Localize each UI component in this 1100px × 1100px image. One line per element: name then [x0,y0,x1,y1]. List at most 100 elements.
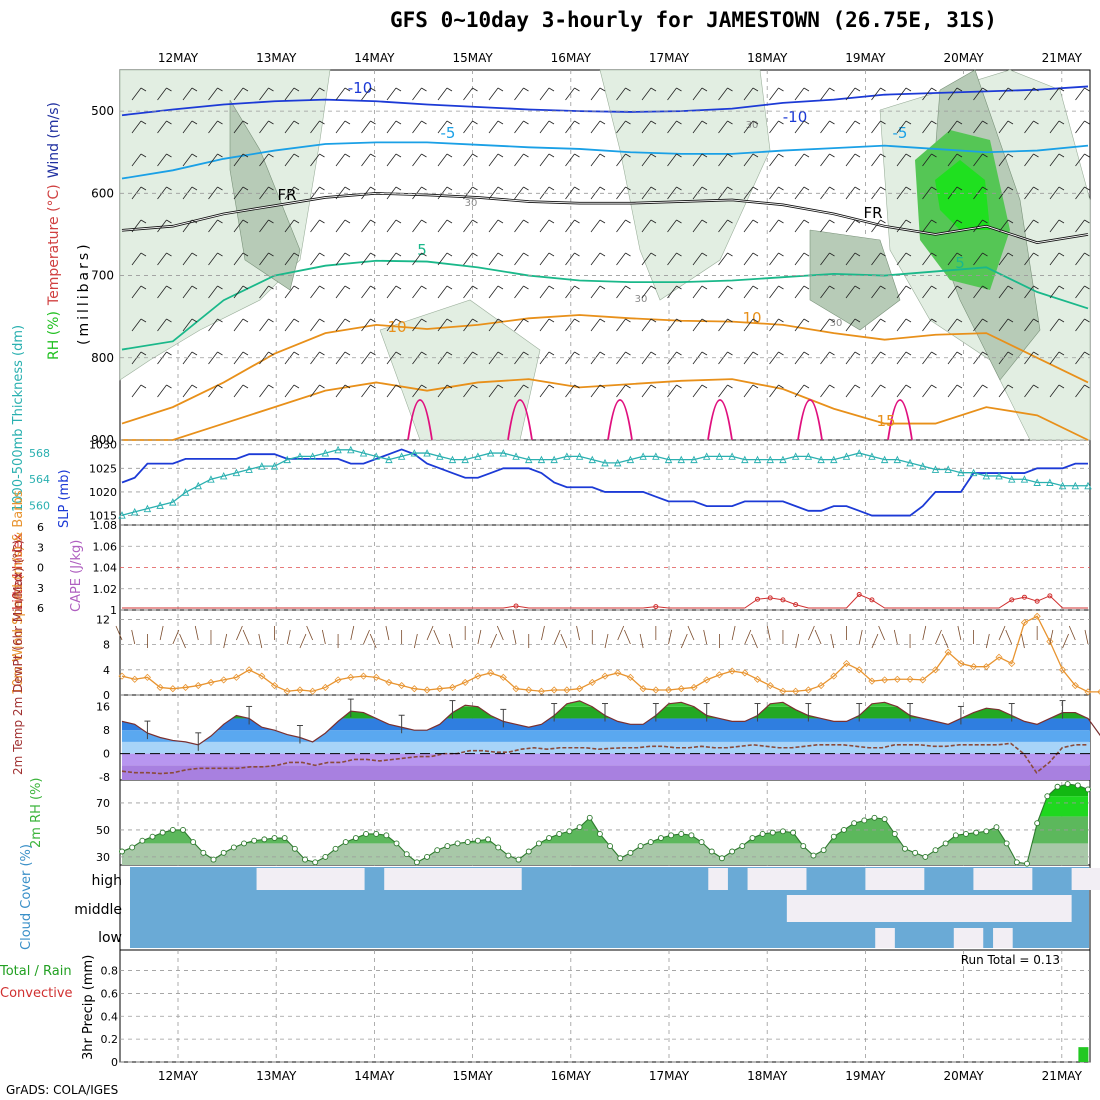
wind-barb-flag [650,318,657,323]
wind-barb-flag [293,219,300,224]
wind-barb [973,87,983,101]
wind-barb-10m [223,633,228,649]
rh-shading [599,69,771,301]
wind-barb-10m [731,625,736,641]
contour-label: 10 [742,309,761,327]
thickness-marker [372,452,380,460]
contour-label: FR [277,186,296,204]
wind-barb-flag [242,219,249,224]
wind-barb [361,120,371,134]
wind-speed-marker [283,687,291,695]
wind-barb [641,351,652,365]
wind-barb [1024,219,1034,233]
wind-barb [1049,219,1060,233]
wind-barb-flag [727,285,733,290]
wind-barb-flag [242,318,249,323]
wind-barb-flag [497,384,504,389]
wind-barb-flag [1058,351,1065,356]
wind-barb-flag [701,318,708,323]
temp-band [122,718,1090,731]
rh-marker [312,859,319,866]
wind-barb-flag [523,384,529,389]
wind-barb-10m [668,629,672,645]
wind-barb [998,87,1009,101]
wind-barb [412,318,422,332]
rh-shading [119,69,331,381]
wind-barb-10m [449,633,453,649]
wind-speed-marker [537,687,546,695]
wind-barb-flag [625,285,631,290]
wind-barb-10m [680,633,688,649]
wind-barb-flag [319,120,325,125]
bottom-date-label: 21MAY [1042,1069,1083,1083]
wind-barb [845,285,856,299]
wind-barb-flag [931,153,937,158]
wind-barb-flag [268,351,274,356]
wind-barb [310,87,320,101]
rh-marker [373,831,380,837]
wind-barb-flag [1007,153,1014,158]
thickness-marker [118,511,126,519]
wind-barb [641,318,652,332]
wind-barb [361,153,371,167]
cloud-clear-high [384,868,522,890]
wind-speed-marker [614,669,622,677]
cloud-ylabel: Cloud Cover (%) [19,844,34,950]
wind-barb [463,87,473,101]
thickness-tick-label: 568 [29,447,50,460]
temp-band [122,765,1090,780]
thickness-marker [1084,481,1092,490]
wind-barb-flag [1007,384,1014,389]
wind-barb-flag [319,87,325,92]
wind-barb-flag [803,351,810,356]
thickness-marker [944,465,952,473]
wind-barb [743,87,754,101]
wind-barb-flag [574,252,580,257]
contour-label: 30 [635,294,648,305]
upper-air-panel: -10 -10 -5 -5 FR FR 5 5 10 10 15 30 30 30 30 500 600 700 8… [46,69,1091,447]
isotherm--10 [121,85,1089,117]
wind-barb [896,153,907,167]
wind-barb-flag [395,219,402,224]
rh-marker [1064,781,1071,787]
thickness-marker [143,504,152,513]
wind-barb-flag [1058,186,1065,191]
rh-marker [352,835,359,841]
wind-barb [335,351,346,365]
wind-barb-flag [166,153,172,158]
wind-barb [565,87,575,101]
wind-barb [233,120,244,134]
wind-barb-flag [370,252,376,257]
thickness-marker [715,452,724,460]
rh-shading-saturated [935,160,990,230]
wind-barb-flag [1007,252,1014,257]
lifted-index-marker [869,597,875,603]
ylabel-part: Temperature (°C) [46,184,62,306]
wind-barb [1024,120,1034,134]
wind-speed-marker [398,681,406,690]
bottom-date-label: 16MAY [551,1069,592,1083]
cloud-clear-low [875,928,895,948]
wind-barb-flag [701,120,708,125]
bottom-date-label: 17MAY [649,1069,690,1083]
thickness-marker [766,455,774,464]
wind-barb-flag [497,186,504,191]
wind-barb [361,87,371,101]
wind-barb-flag [701,285,708,290]
thickness-marker [130,507,139,516]
thickness-marker [232,468,241,477]
wind-barb [488,318,499,332]
wind-barb [743,351,754,365]
contour-label: 30 [465,198,478,209]
wind-barb-flag [344,252,351,257]
cloud-row-label: high [91,873,122,889]
wind-barb-10m [433,629,441,645]
precip-bar [1078,1047,1089,1062]
wind-barb-flag [1084,351,1090,356]
wind-barb [845,384,856,398]
li-tick-label: 6 [37,521,44,534]
thickness-marker [626,455,635,464]
wind-barb [131,285,142,299]
wind-barb-flag [803,384,810,389]
